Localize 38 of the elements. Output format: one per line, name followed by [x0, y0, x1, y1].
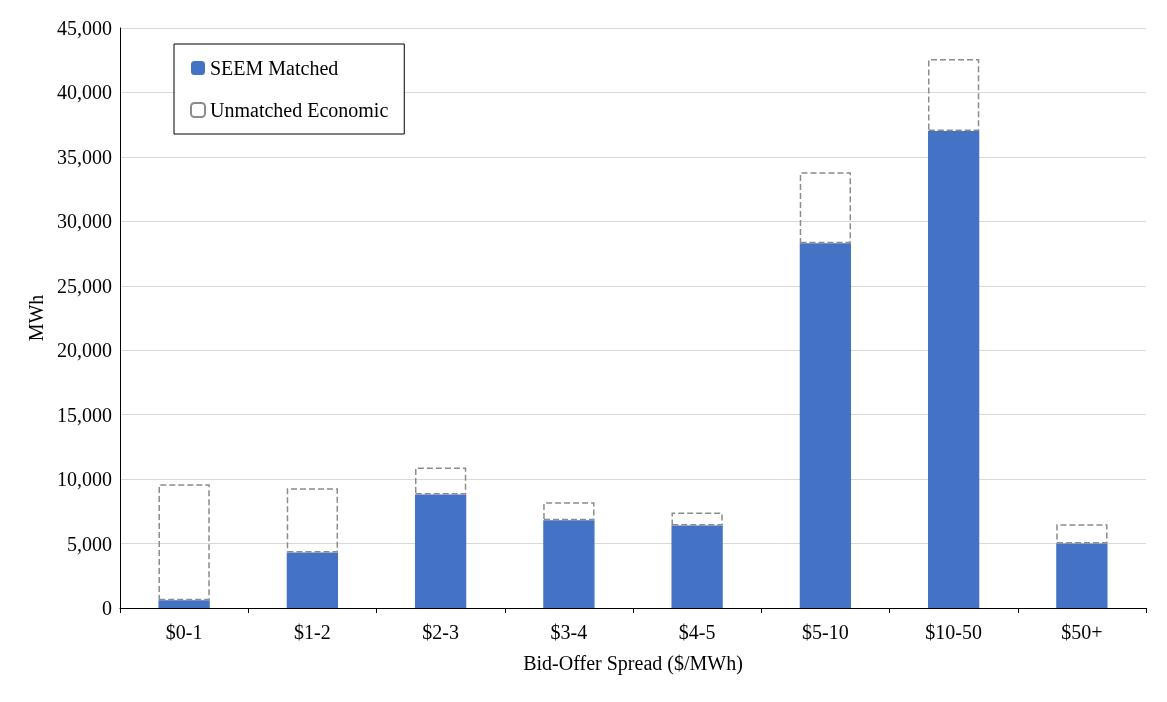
bar	[286, 488, 339, 553]
y-tick-label: 20,000	[57, 339, 112, 362]
y-tick-label: 45,000	[57, 17, 112, 39]
legend-label: Unmatched Economic	[210, 99, 389, 121]
bar	[1056, 543, 1108, 608]
y-tick-label: 25,000	[57, 274, 112, 297]
bar	[286, 552, 339, 608]
x-tick-label: $1-2	[294, 621, 331, 643]
bar	[927, 131, 980, 608]
y-tick-label: 15,000	[57, 403, 112, 426]
y-axis-title: MWh	[25, 294, 48, 342]
bar	[671, 525, 723, 608]
y-tick-label: 30,000	[57, 210, 112, 233]
x-tick-label: $3-4	[550, 621, 588, 643]
bar	[671, 512, 723, 526]
y-tick-label: 40,000	[57, 81, 112, 104]
x-tick-label: $10-50	[925, 621, 982, 643]
x-tick-label: $2-3	[422, 621, 459, 643]
x-axis-title: Bid-Offer Spread ($/MWh)	[523, 652, 743, 675]
x-tick-label: $4-5	[678, 621, 716, 643]
bar	[158, 484, 210, 601]
y-tick-label: 5,000	[67, 532, 112, 555]
x-tick-label: $50+	[1061, 621, 1103, 643]
bar	[799, 243, 852, 608]
bar	[799, 172, 852, 244]
legend-label: SEEM Matched	[210, 57, 339, 79]
bar	[1056, 524, 1108, 544]
bar	[414, 494, 467, 608]
bar	[927, 58, 980, 132]
bar	[543, 502, 595, 521]
bar	[158, 600, 210, 608]
y-tick-label: 0	[102, 597, 112, 619]
y-tick-label: 35,000	[57, 145, 112, 168]
x-tick-label: $5-10	[802, 621, 849, 643]
bar	[543, 520, 595, 608]
y-tick-label: 10,000	[57, 468, 112, 491]
bar	[414, 467, 467, 495]
x-tick-label: $0-1	[165, 621, 203, 643]
